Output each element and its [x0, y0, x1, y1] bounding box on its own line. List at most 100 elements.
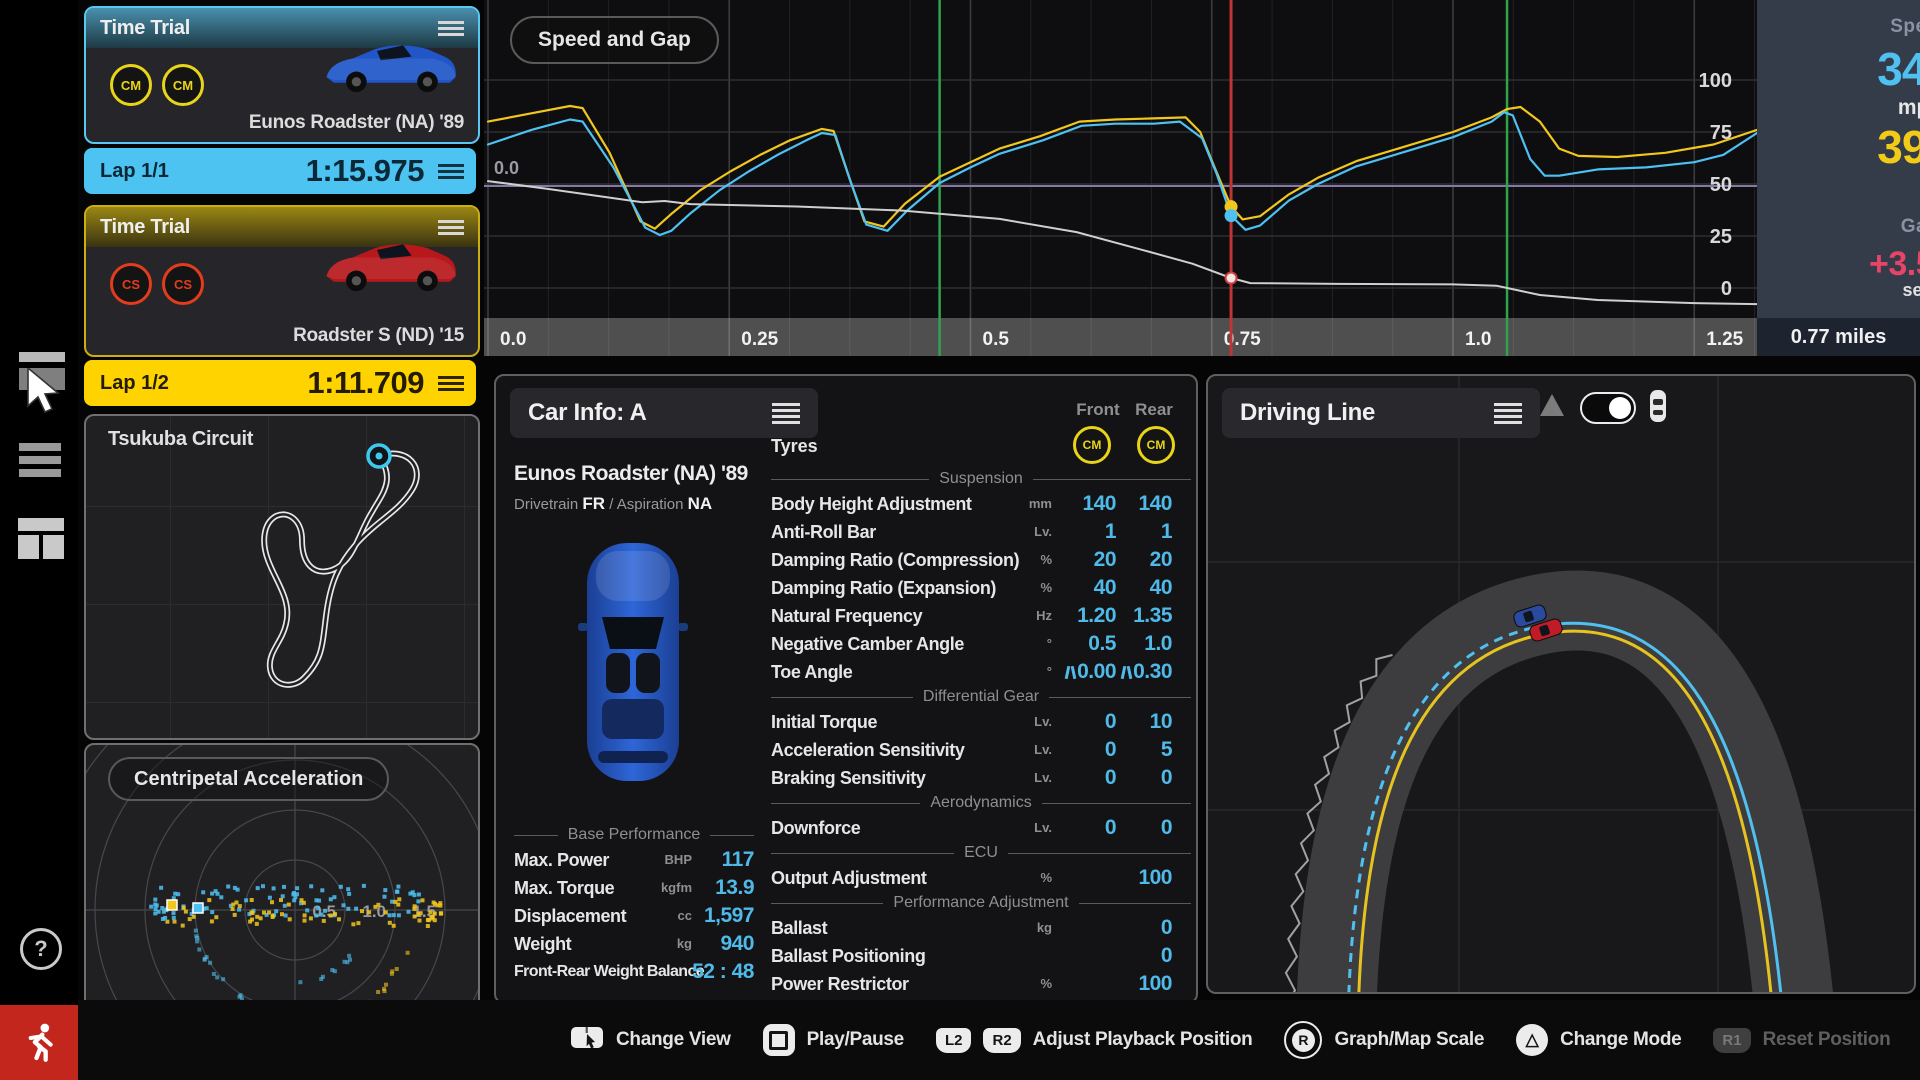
session-mode: Time Trial: [100, 215, 191, 238]
setting-label: Negative Camber Angle: [771, 634, 964, 654]
driving-line-panel: Driving Line: [1206, 374, 1916, 994]
setting-value: 0: [1160, 944, 1173, 967]
lap-menu-icon[interactable]: [438, 163, 464, 179]
track-map-panel: Tsukuba Circuit: [84, 414, 480, 740]
tyre-front-badge: CM: [1073, 426, 1111, 464]
card-menu-icon[interactable]: [438, 219, 464, 235]
section-divider: Base Performance: [514, 824, 754, 846]
adjust-playback-control[interactable]: L2 R2 Adjust Playback Position: [935, 1027, 1253, 1053]
gap-label: Gap: [1900, 216, 1920, 237]
play-pause-control[interactable]: Play/Pause: [762, 1024, 904, 1056]
setting-value: 1.35: [1133, 604, 1172, 627]
session-card-b[interactable]: Time Trial CS CS Roadster S (ND) '15: [84, 205, 480, 357]
triangle-button-icon: △: [1516, 1024, 1549, 1056]
distance-readout: 0.77 miles: [1757, 318, 1920, 356]
speed-gap-button[interactable]: Speed and Gap: [510, 16, 719, 64]
racing-line-cyan-dashed: [1347, 624, 1543, 992]
speed-value-cyan: 34.8: [1877, 43, 1920, 95]
front-column-header: Front: [1076, 400, 1120, 419]
menu-icon[interactable]: [19, 443, 61, 477]
g-ring-label: 1.0: [362, 902, 386, 921]
setting-unit: mm: [1028, 496, 1052, 511]
tyres-label: Tyres: [771, 436, 818, 456]
toe-direction-icon: [1064, 665, 1077, 680]
section-divider: Aerodynamics: [771, 792, 1191, 814]
car-info-header[interactable]: Car Info: A: [510, 388, 818, 438]
setting-value: 0: [1104, 816, 1117, 839]
x-tick-label: 0.25: [741, 329, 778, 350]
graph-map-scale-control[interactable]: R Graph/Map Scale: [1284, 1021, 1484, 1059]
driving-line-header[interactable]: Driving Line: [1222, 388, 1540, 438]
trace: [486, 111, 1759, 237]
setting-row: Body Height Adjustment mm 140 140: [771, 490, 1191, 518]
setting-unit: kg: [1036, 920, 1052, 935]
setting-value: 5: [1160, 738, 1173, 761]
setting-label: Max. Power: [514, 850, 610, 870]
centripetal-title: Centripetal Acceleration: [108, 757, 390, 801]
lap-row-b[interactable]: Lap 1/2 1:11.709: [84, 360, 476, 406]
setting-unit: °: [1046, 664, 1052, 679]
tyre-badge-rear: CS: [162, 263, 204, 305]
setting-unit: %: [1040, 976, 1052, 991]
setting-row: Displacement cc 1,597: [514, 902, 755, 930]
setting-value: 0.00: [1064, 658, 1116, 686]
setting-row: Initial Torque Lv. 0 10: [771, 708, 1191, 736]
setting-label: Max. Torque: [514, 878, 615, 898]
speed-gap-plot[interactable]: 0.0 0.25 0.5 0.75 1.0 1.25 100 75 50 25 0: [484, 0, 1759, 356]
setting-unit: %: [1040, 870, 1052, 885]
drivetrain-line: Drivetrain FR / Aspiration NA: [514, 494, 713, 513]
setting-value: 0: [1104, 710, 1117, 733]
setting-label: Acceleration Sensitivity: [771, 740, 965, 760]
lap-menu-icon[interactable]: [438, 375, 464, 391]
tyre-badge-front: CS: [110, 263, 152, 305]
toe-direction-icon: [1120, 665, 1133, 680]
setting-unit: kgfm: [660, 880, 692, 895]
setting-unit: Lv.: [1034, 714, 1052, 729]
setting-value: 100: [1138, 972, 1172, 995]
card-menu-icon[interactable]: [438, 20, 464, 36]
setting-row: Damping Ratio (Expansion)% 40 40: [771, 574, 1191, 602]
lap-row-a[interactable]: Lap 1/1 1:15.975: [84, 148, 476, 194]
setting-unit: %: [1040, 552, 1052, 567]
setting-value: 20: [1093, 548, 1117, 571]
current-g-marker: [166, 899, 178, 911]
car-info-menu-icon[interactable]: [772, 402, 800, 424]
speed-tick-label: 75: [1710, 122, 1732, 144]
gap-value: +3.553: [1869, 245, 1920, 283]
change-mode-control[interactable]: △ Change Mode: [1516, 1024, 1682, 1056]
tyre-badge-rear: CM: [162, 64, 204, 106]
driving-line-map: [1208, 376, 1914, 992]
lap-label: Lap 1/1: [100, 159, 169, 182]
car-sprite-blue: [1513, 604, 1547, 628]
setting-label: Braking Sensitivity: [771, 768, 926, 788]
session-card-a[interactable]: Time Trial CM CM Eunos Roadster (NA) '89: [84, 6, 480, 144]
layout-icon[interactable]: [18, 518, 64, 562]
setting-value: 0.5: [1088, 632, 1116, 655]
gap-unit: sec.: [1902, 280, 1920, 300]
car-view-icon[interactable]: [1648, 388, 1668, 424]
car-top-view: [578, 543, 688, 781]
x-tick-label: 0.75: [1224, 329, 1261, 350]
exit-button[interactable]: [0, 1005, 78, 1080]
speed-tick-label: 0: [1721, 278, 1732, 300]
setting-value: 940: [720, 932, 754, 955]
car-info-panel: Car Info: A Front Rear Eunos Roadster (N…: [494, 374, 1198, 1004]
setting-row: Ballast kg 0: [771, 914, 1191, 942]
lap-time: 1:15.975: [305, 153, 425, 188]
setting-value: 1: [1104, 520, 1117, 543]
driving-line-title: Driving Line: [1240, 399, 1376, 426]
setting-label: Damping Ratio (Compression): [771, 550, 1020, 570]
driving-line-toggle[interactable]: [1580, 392, 1636, 424]
setting-value: 40: [1149, 576, 1173, 599]
help-button[interactable]: ?: [20, 928, 62, 970]
r1-button-icon: R1: [1713, 1027, 1751, 1053]
car-name: Eunos Roadster (NA) '89: [248, 112, 464, 133]
driving-line-menu-icon[interactable]: [1494, 402, 1522, 424]
rear-column-header: Rear: [1135, 400, 1173, 419]
change-view-control[interactable]: Change View: [570, 1025, 731, 1055]
reset-position-control: R1 Reset Position: [1713, 1027, 1891, 1053]
playhead-dot-yellow: [1224, 200, 1238, 214]
track-name: Tsukuba Circuit: [108, 428, 254, 450]
setting-value: 140: [1082, 492, 1116, 515]
section-divider: Differential Gear: [771, 686, 1191, 708]
